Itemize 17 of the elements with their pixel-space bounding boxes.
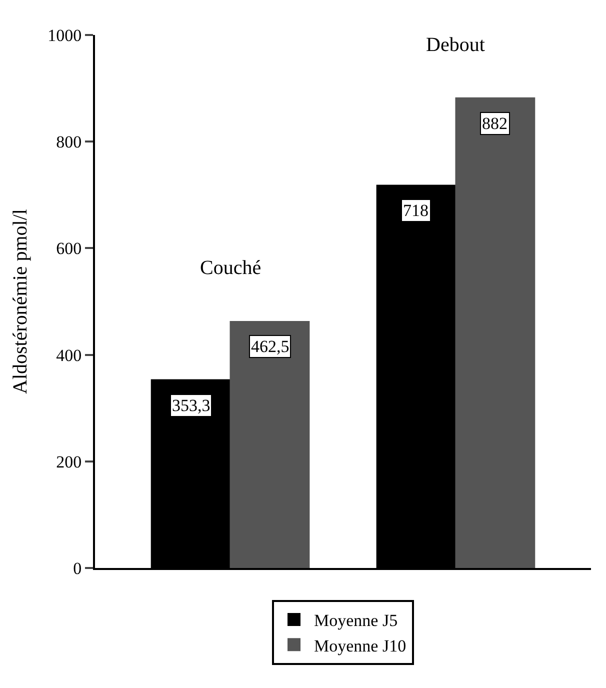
y-tick-label: 400 <box>56 346 82 365</box>
y-tick-label: 200 <box>56 452 82 472</box>
legend-label: Moyenne J5 <box>314 611 398 630</box>
x-tick-label: Debout <box>426 34 486 56</box>
legend-label: Moyenne J10 <box>314 636 406 656</box>
y-tick-label: 600 <box>56 239 82 258</box>
y-tick-label: 1000 <box>48 26 82 45</box>
y-axis-title: Aldostéronémie pmol/l <box>10 208 32 394</box>
x-tick-label: Couché <box>200 257 262 279</box>
y-tick-label: 800 <box>56 132 82 152</box>
bar <box>455 97 536 568</box>
data-label: 718 <box>403 201 428 220</box>
data-label: 353,3 <box>172 396 210 415</box>
data-label: 462,5 <box>251 337 290 356</box>
y-tick-label: 0 <box>73 558 82 578</box>
bar <box>230 320 310 568</box>
data-label: 882 <box>482 114 508 133</box>
